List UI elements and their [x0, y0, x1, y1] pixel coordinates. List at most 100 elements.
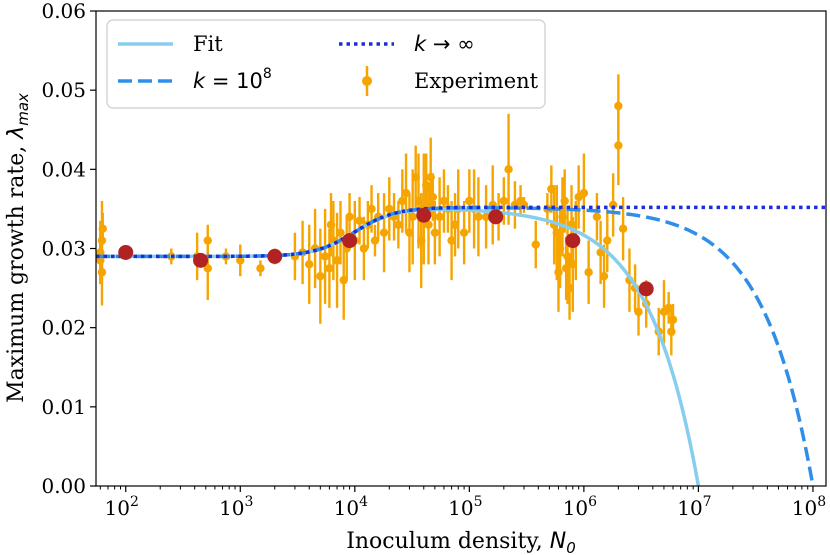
- y-tick-label: 0.04: [41, 157, 86, 181]
- experiment-point: [405, 228, 414, 237]
- experiment-point: [379, 228, 389, 237]
- legend: Fit k = 108 k → ∞ Experiment: [106, 19, 546, 109]
- experiment-point: [561, 264, 571, 273]
- experiment-point: [568, 260, 577, 269]
- experiment-point: [401, 188, 411, 198]
- x-tick-label: 108: [792, 494, 826, 520]
- x-tick-label: 103: [219, 494, 253, 520]
- y-tick-label: 0.03: [41, 237, 86, 261]
- experiment-point: [634, 307, 643, 317]
- plot-area: [96, 74, 826, 486]
- experiment-point: [614, 141, 623, 150]
- y-axis-title: Maximum growth rate, λmax: [4, 93, 32, 403]
- experiment-point: [552, 228, 561, 237]
- k-1e8-curve: [96, 206, 815, 486]
- binned-mean-point: [565, 233, 581, 249]
- legend-kinf-symbol: k: [414, 32, 427, 56]
- experiment-point: [668, 315, 678, 324]
- x-axis-title-text: Inoculum density,: [346, 529, 550, 554]
- experiment-point: [394, 220, 403, 229]
- experiment-point: [428, 192, 438, 202]
- y-tick-label: 0.02: [41, 316, 86, 340]
- binned-mean-point: [638, 281, 654, 297]
- experiment-point: [474, 212, 483, 222]
- experiment-point: [345, 212, 354, 222]
- y-axis-title-symbol: λ: [4, 126, 29, 140]
- experiment-point: [618, 224, 628, 233]
- experiment-point: [447, 236, 456, 245]
- experiment-point: [426, 173, 435, 182]
- experiment-point: [554, 268, 563, 277]
- fit-curve: [96, 207, 701, 486]
- experiment-point: [256, 264, 265, 273]
- x-axis-title-symbol: N: [550, 529, 566, 554]
- binned-mean-point: [342, 233, 358, 249]
- experiment-point: [97, 236, 107, 245]
- experiment-point: [96, 256, 105, 265]
- experiment-point: [320, 252, 330, 261]
- x-tick-label: 107: [677, 494, 711, 520]
- legend-kinf-arrow: → ∞: [426, 32, 474, 56]
- legend-experiment-marker: [362, 76, 372, 86]
- experiment-point: [499, 196, 509, 206]
- legend-k1e8-exponent: 8: [263, 66, 272, 82]
- legend-experiment-label: Experiment: [414, 69, 539, 93]
- experiment-point: [385, 204, 394, 214]
- experiment-point: [667, 327, 676, 336]
- experiment-point: [411, 173, 420, 182]
- experiment-point: [236, 256, 245, 265]
- legend-k1e8-equals: = 10: [205, 69, 263, 93]
- experiment-point: [370, 236, 380, 245]
- experiment-point: [98, 224, 107, 233]
- experiment-point: [547, 184, 556, 194]
- experiment-point: [435, 212, 444, 222]
- experiment-point: [359, 244, 369, 253]
- experiment-point: [504, 165, 513, 174]
- experiment-point: [336, 228, 345, 237]
- binned-mean-point: [118, 244, 134, 260]
- experiment-point: [332, 256, 342, 265]
- experiment-point: [603, 236, 612, 245]
- experiment-point: [558, 212, 567, 222]
- legend-k1e8-symbol: k: [193, 69, 206, 93]
- experiment-point: [398, 196, 407, 206]
- y-axis-title-text: Maximum growth rate,: [4, 139, 29, 403]
- experiment-point: [325, 264, 334, 273]
- axis-ticks: 0.00 0.01 0.02 0.03 0.04 0.05 0.06 102 103 104 105…: [41, 0, 826, 520]
- experiment-point: [96, 248, 105, 257]
- experiment-point: [579, 188, 589, 198]
- experiment-point: [608, 200, 618, 210]
- experiment-point: [305, 260, 314, 269]
- x-axis-title: Inoculum density, N0: [346, 529, 576, 555]
- experiment-point: [592, 212, 602, 222]
- legend-kinf-label: k → ∞: [414, 32, 475, 56]
- experiment-point: [430, 228, 440, 237]
- experiment-point: [316, 272, 325, 281]
- experiment-point: [599, 272, 609, 281]
- experiment-point: [97, 268, 107, 277]
- x-tick-label: 106: [563, 494, 597, 520]
- experiment-point: [326, 220, 336, 229]
- y-axis-title-subscript: max: [14, 93, 32, 126]
- legend-k1e8-label: k = 108: [193, 66, 272, 93]
- binned-mean-point: [267, 248, 283, 264]
- experiment-point: [584, 268, 593, 277]
- experiment-point: [367, 204, 376, 214]
- experiment-point: [555, 244, 565, 253]
- experiment-point: [414, 196, 423, 206]
- legend-box: [106, 19, 546, 109]
- experiment-point: [417, 236, 426, 245]
- experiment-point: [439, 196, 449, 206]
- y-tick-label: 0.06: [41, 0, 86, 23]
- experiment-point: [450, 220, 460, 229]
- x-tick-label: 105: [448, 494, 482, 520]
- experiment-point: [565, 283, 574, 293]
- x-tick-label: 104: [334, 494, 368, 520]
- experiment-point: [563, 252, 572, 261]
- experiment-point: [459, 228, 469, 237]
- y-tick-label: 0.00: [41, 474, 86, 498]
- experiment-point: [203, 264, 212, 273]
- experiment-point: [531, 240, 540, 249]
- experiment-point: [203, 236, 212, 245]
